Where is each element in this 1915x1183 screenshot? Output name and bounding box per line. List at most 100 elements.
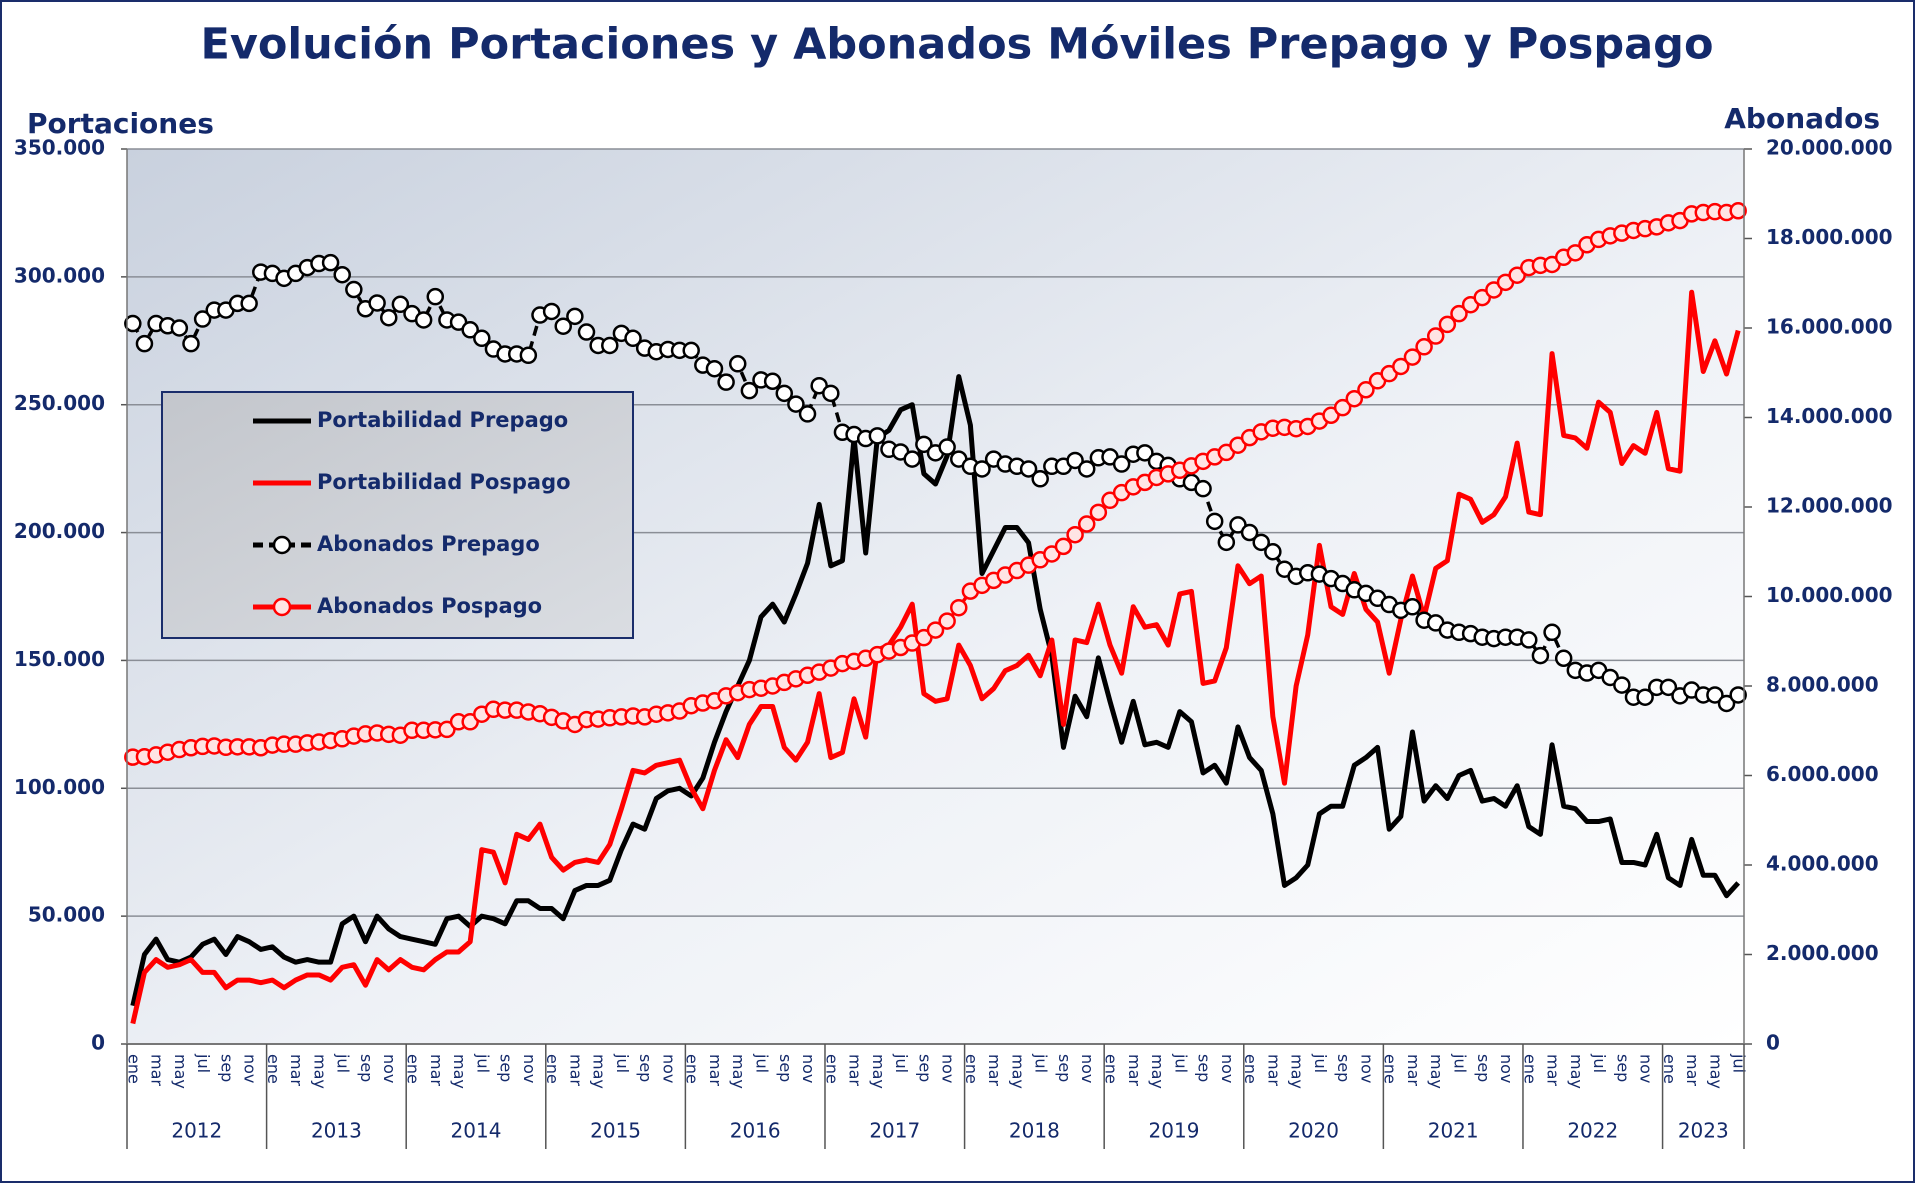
- series-marker: [601, 336, 619, 355]
- year-label: 2015: [590, 1119, 641, 1143]
- x-tick-label: ene: [1241, 1054, 1260, 1084]
- x-tick-label: sep: [1613, 1054, 1632, 1082]
- x-tick-label: ene: [1520, 1054, 1539, 1084]
- year-label: 2012: [171, 1119, 222, 1143]
- x-tick-label: mar: [706, 1054, 725, 1086]
- series-marker: [1333, 398, 1352, 417]
- x-tick-label: nov: [1218, 1054, 1237, 1083]
- x-tick-label: may: [1008, 1054, 1027, 1089]
- x-tick-label: may: [450, 1054, 469, 1089]
- series-marker: [1089, 503, 1108, 522]
- x-tick-label: ene: [962, 1054, 981, 1084]
- legend-box: [161, 391, 634, 639]
- x-tick-label: may: [1567, 1054, 1586, 1089]
- series-marker: [1264, 543, 1282, 561]
- x-tick-label: sep: [217, 1054, 236, 1082]
- series-marker: [1717, 694, 1736, 713]
- y2-tick-label: 18.000.000: [1766, 225, 1893, 249]
- series-marker: [798, 405, 817, 423]
- series-marker: [461, 321, 479, 339]
- series-marker: [1415, 338, 1433, 356]
- x-tick-label: may: [1427, 1054, 1446, 1089]
- series-marker: [915, 435, 933, 454]
- y-tick-label: 250.000: [14, 391, 105, 415]
- y-tick-label: 300.000: [14, 263, 105, 287]
- x-tick-label: nov: [1357, 1054, 1376, 1083]
- legend: Portabilidad Prepago Portabilidad Pospago…: [161, 391, 634, 639]
- y2-tick-label: 10.000.000: [1766, 583, 1893, 607]
- x-tick-label: nov: [799, 1054, 818, 1083]
- chart-title: Evolución Portaciones y Abonados Móviles…: [200, 20, 1713, 70]
- series-marker: [566, 307, 584, 326]
- x-tick-label: jul: [334, 1053, 353, 1073]
- series-marker: [1077, 460, 1096, 478]
- series-marker: [1520, 631, 1538, 649]
- x-tick-label: mar: [985, 1054, 1004, 1086]
- x-tick-label: sep: [1474, 1054, 1493, 1082]
- series-marker: [1706, 686, 1724, 704]
- y2-tick-label: 2.000.000: [1766, 941, 1879, 965]
- year-label: 2020: [1288, 1119, 1339, 1143]
- series-marker: [391, 295, 410, 314]
- x-tick-label: mar: [427, 1054, 446, 1086]
- x-tick-label: may: [1706, 1054, 1725, 1089]
- year-label: 2018: [1009, 1119, 1060, 1143]
- y2-tick-label: 6.000.000: [1766, 762, 1879, 786]
- x-tick-label: may: [590, 1054, 609, 1089]
- x-tick-label: sep: [1055, 1054, 1074, 1082]
- series-marker: [705, 359, 724, 378]
- series-marker: [1613, 676, 1631, 694]
- year-label: 2022: [1567, 1119, 1618, 1143]
- y2-axis-title: Abonados: [1724, 102, 1880, 135]
- series-marker: [1136, 444, 1154, 462]
- series-marker: [542, 302, 561, 321]
- x-tick-label: may: [171, 1054, 190, 1089]
- series-marker: [1066, 451, 1084, 470]
- series-marker: [1031, 470, 1049, 488]
- series-marker: [1543, 623, 1561, 642]
- legend-marker: [272, 535, 292, 555]
- x-tick-label: ene: [1660, 1054, 1679, 1084]
- x-tick-label: sep: [357, 1054, 376, 1082]
- x-tick-label: sep: [915, 1054, 934, 1082]
- series-marker: [1403, 348, 1422, 366]
- series-line: [130, 289, 1741, 1025]
- series-marker: [577, 323, 596, 341]
- series-marker: [1531, 646, 1550, 665]
- series-marker: [426, 287, 445, 306]
- x-tick-label: jul: [1311, 1053, 1330, 1073]
- series-marker: [1554, 649, 1573, 668]
- series-marker: [717, 373, 735, 391]
- x-tick-label: may: [310, 1054, 329, 1089]
- series-marker: [193, 310, 212, 328]
- x-tick-label: jul: [753, 1053, 772, 1073]
- series-marker: [1205, 512, 1224, 531]
- x-tick-label: jul: [1032, 1053, 1051, 1073]
- x-tick-label: jul: [1450, 1053, 1469, 1073]
- x-tick-label: jul: [1590, 1053, 1609, 1073]
- series-marker: [1054, 537, 1073, 556]
- x-tick-label: ene: [683, 1054, 702, 1084]
- x-tick-label: may: [729, 1054, 748, 1089]
- x-tick-label: mar: [566, 1054, 585, 1086]
- x-tick-label: ene: [404, 1054, 423, 1084]
- series-marker: [554, 317, 572, 335]
- series-marker: [368, 294, 386, 312]
- year-label: 2017: [869, 1119, 920, 1143]
- series-marker: [763, 372, 782, 391]
- series-marker: [240, 294, 258, 313]
- x-tick-label: jul: [1730, 1053, 1749, 1073]
- y2-tick-label: 20.000.000: [1766, 136, 1893, 160]
- series-marker: [1659, 678, 1678, 697]
- series-marker: [124, 314, 142, 333]
- x-tick-label: sep: [636, 1054, 655, 1082]
- legend-label: Portabilidad Prepago: [317, 408, 568, 432]
- series-marker: [950, 598, 968, 617]
- series-marker: [1426, 327, 1445, 345]
- y-tick-label: 350.000: [14, 136, 105, 160]
- series-marker: [1357, 381, 1375, 399]
- series-marker: [1392, 357, 1410, 376]
- x-tick-label: nov: [520, 1054, 539, 1083]
- series-marker: [1240, 523, 1259, 542]
